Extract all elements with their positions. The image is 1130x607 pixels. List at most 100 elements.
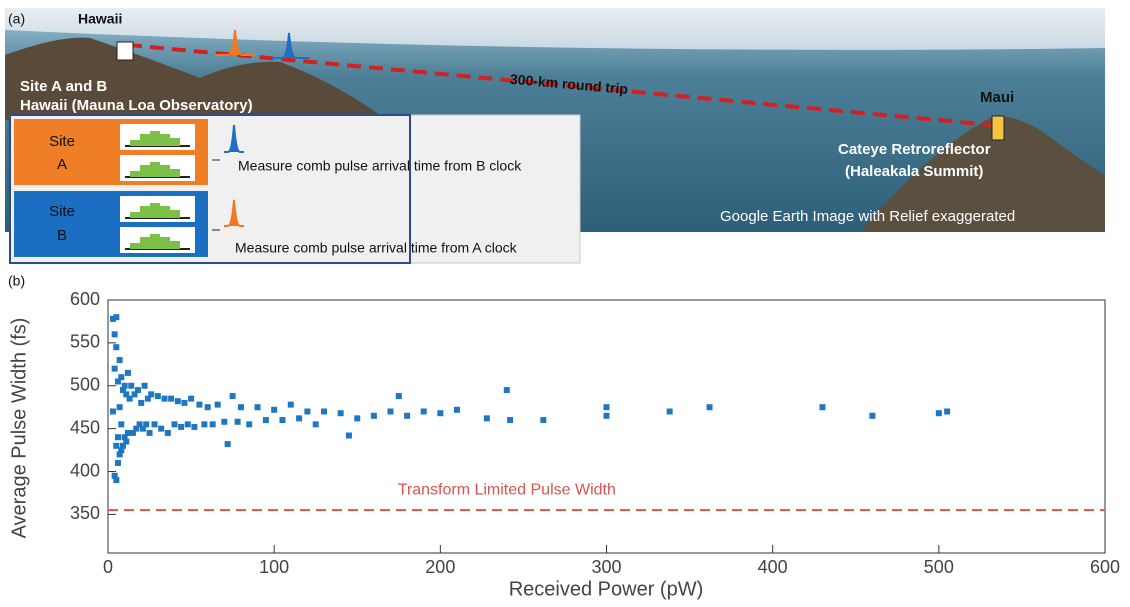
point <box>139 425 146 432</box>
point <box>287 401 294 408</box>
point <box>204 404 211 411</box>
point <box>944 408 951 415</box>
point <box>935 410 942 417</box>
point <box>146 429 153 436</box>
point <box>321 408 328 415</box>
point <box>123 391 130 398</box>
y-axis-title: Average Pulse Width (fs) <box>8 318 30 539</box>
credit: Google Earth Image with Relief exaggerat… <box>720 208 1015 225</box>
site-a-label: A <box>57 156 67 173</box>
point <box>254 404 261 411</box>
point <box>234 418 241 425</box>
point <box>111 472 118 479</box>
retroreflector-marker <box>991 115 1005 141</box>
sky <box>5 8 1105 50</box>
point <box>819 404 826 411</box>
point <box>164 429 171 436</box>
point <box>262 417 269 424</box>
point <box>271 406 278 413</box>
point <box>178 423 185 430</box>
point <box>113 344 120 351</box>
x-tick-label: 100 <box>259 557 289 577</box>
measure-text: Measure comb pulse arrival time from B c… <box>238 158 522 174</box>
point <box>168 395 175 402</box>
point <box>404 412 411 419</box>
point <box>171 421 178 428</box>
point <box>119 442 126 449</box>
mountain <box>860 116 1105 232</box>
point <box>133 425 140 432</box>
x-tick-label: 500 <box>924 557 954 577</box>
point <box>337 410 344 417</box>
point <box>131 391 138 398</box>
retro-label: Cateye Retroreflector <box>838 141 991 158</box>
point <box>118 447 125 454</box>
point <box>114 378 121 385</box>
site-a-label: Site <box>49 133 75 150</box>
point <box>143 421 150 428</box>
point <box>196 401 203 408</box>
point <box>437 410 444 417</box>
point <box>603 404 610 411</box>
point <box>134 387 141 394</box>
y-tick-label: 350 <box>70 503 100 523</box>
point <box>279 417 286 424</box>
point <box>113 477 120 484</box>
point <box>114 459 121 466</box>
point <box>109 315 116 322</box>
point <box>666 408 673 415</box>
point <box>113 314 120 321</box>
point <box>118 421 125 428</box>
point <box>229 393 236 400</box>
point <box>540 417 547 424</box>
point <box>191 423 198 430</box>
pulse-icon <box>215 29 255 56</box>
point <box>304 408 311 415</box>
point <box>345 432 352 439</box>
point <box>209 421 216 428</box>
point <box>184 421 191 428</box>
point <box>116 404 123 411</box>
point <box>420 408 427 415</box>
point <box>144 395 151 402</box>
point <box>174 398 181 405</box>
y-tick-label: 500 <box>70 375 100 395</box>
point <box>312 421 319 428</box>
point <box>138 399 145 406</box>
point <box>109 408 116 415</box>
point <box>124 369 131 376</box>
point <box>116 451 123 458</box>
site-b-label: Site <box>49 203 75 220</box>
measure-text: Measure comb pulse arrival time from A c… <box>235 240 518 256</box>
y-tick-label: 400 <box>70 460 100 480</box>
point <box>214 401 221 408</box>
x-tick-label: 200 <box>425 557 455 577</box>
point <box>453 406 460 413</box>
point <box>706 404 713 411</box>
x-tick-label: 300 <box>591 557 621 577</box>
point <box>869 412 876 419</box>
plot-frame <box>107 299 1106 554</box>
panel-label: (a) <box>8 11 25 27</box>
pulse-icon <box>272 32 310 59</box>
point <box>224 441 231 448</box>
point <box>201 421 208 428</box>
point <box>128 382 135 389</box>
pulse-icon <box>224 199 244 227</box>
point <box>246 421 253 428</box>
point <box>118 374 125 381</box>
point <box>221 418 228 425</box>
reference-label: Transform Limited Pulse Width <box>398 481 616 498</box>
point <box>296 415 303 422</box>
point <box>148 391 155 398</box>
point <box>141 382 148 389</box>
comb-icons <box>120 124 195 253</box>
point <box>124 429 131 436</box>
point <box>603 412 610 419</box>
point <box>395 393 402 400</box>
point <box>507 417 514 424</box>
panel-label: (b) <box>8 273 25 289</box>
point <box>136 421 143 428</box>
site-b-label: B <box>57 227 67 244</box>
